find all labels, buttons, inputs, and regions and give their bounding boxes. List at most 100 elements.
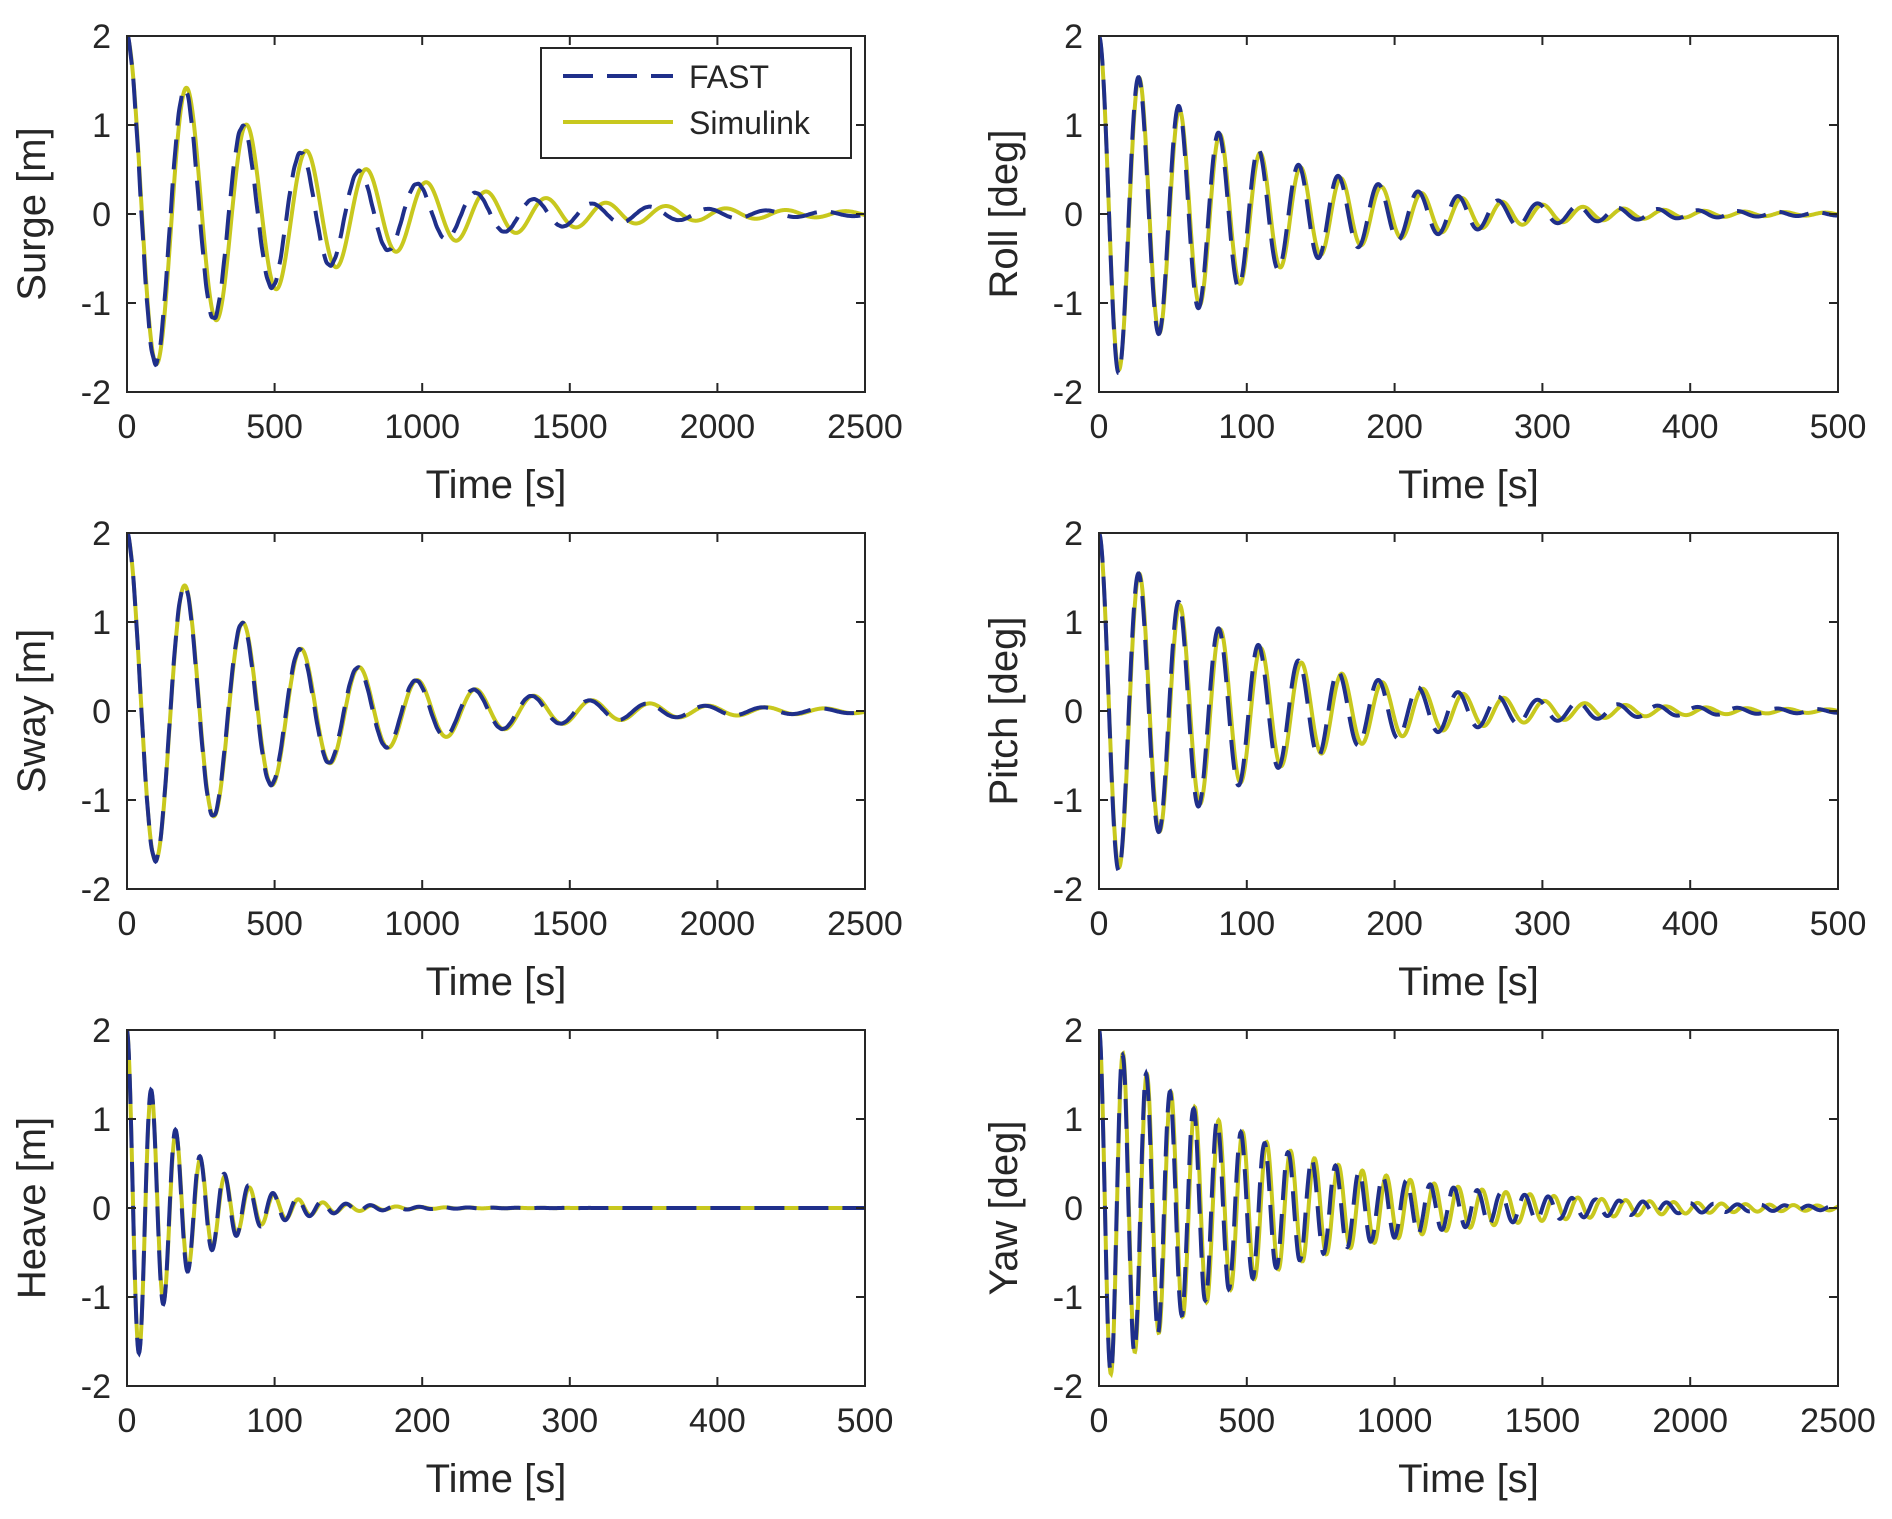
panel-heave: 0 100 200 300 400 500 -2 -1 0 1 2 Time [s] Heave [m] <box>10 1012 893 1501</box>
y-tick-label: 0 <box>92 196 111 234</box>
panel-yaw: 0 500 1000 1500 2000 2500 -2 -1 0 1 2 Time [s] Yaw [… <box>982 1012 1876 1501</box>
legend-label-fast: FAST <box>689 59 769 95</box>
y-tick-label: 1 <box>92 1101 111 1139</box>
x-axis-label: Time [s] <box>426 1457 567 1501</box>
y-axis-label: Roll [deg] <box>982 130 1026 299</box>
y-tick-label: -2 <box>81 374 111 412</box>
x-tick-label: 500 <box>246 408 303 446</box>
y-tick-label: 1 <box>1064 107 1083 145</box>
y-tick-label: -1 <box>1053 285 1083 323</box>
x-tick-label: 100 <box>1218 408 1275 446</box>
y-tick-label: -2 <box>1053 1368 1083 1406</box>
y-tick-label: -1 <box>1053 1279 1083 1317</box>
x-tick-label: 0 <box>118 408 137 446</box>
x-tick-label: 2500 <box>827 905 903 943</box>
x-tick-label: 400 <box>1662 408 1719 446</box>
series-fast-pitch <box>1099 533 1838 873</box>
x-tick-label: 500 <box>1218 1402 1275 1440</box>
y-tick-label: 0 <box>92 693 111 731</box>
series-simulink-sway <box>127 533 865 863</box>
y-axis-label: Pitch [deg] <box>982 616 1026 805</box>
y-tick-label: 2 <box>92 18 111 56</box>
y-tick-label: 2 <box>92 1012 111 1050</box>
x-tick-label: 400 <box>1662 905 1719 943</box>
x-tick-label: 0 <box>1090 1402 1109 1440</box>
y-tick-label: 1 <box>1064 604 1083 642</box>
legend: FAST Simulink <box>540 47 852 159</box>
y-tick-label: 2 <box>92 515 111 553</box>
series-simulink-yaw <box>1099 1030 1838 1379</box>
y-axis-label: Surge [m] <box>10 127 54 300</box>
x-tick-label: 200 <box>394 1402 451 1440</box>
y-tick-label: 2 <box>1064 18 1083 56</box>
panel-roll: 0 100 200 300 400 500 -2 -1 0 1 2 Time [s] Roll [deg… <box>982 18 1866 507</box>
y-tick-label: -2 <box>1053 374 1083 412</box>
x-tick-label: 0 <box>1090 408 1109 446</box>
x-tick-label: 0 <box>118 1402 137 1440</box>
x-tick-label: 1000 <box>384 408 460 446</box>
panel-surge: 0 500 1000 1500 2000 2500 -2 -1 0 1 2 Time [s] Surge… <box>10 18 903 507</box>
x-tick-label: 1500 <box>532 905 608 943</box>
x-tick-label: 500 <box>837 1402 894 1440</box>
series-simulink-heave <box>127 1030 865 1357</box>
x-tick-label: 200 <box>1366 408 1423 446</box>
legend-box <box>540 47 852 159</box>
series-simulink-surge <box>127 36 865 367</box>
y-tick-label: 2 <box>1064 515 1083 553</box>
y-tick-label: -2 <box>81 871 111 909</box>
x-tick-label: 0 <box>118 905 137 943</box>
series-fast-heave <box>127 1030 865 1358</box>
y-tick-label: 1 <box>92 604 111 642</box>
legend-label-simulink: Simulink <box>689 105 811 141</box>
series-fast-yaw <box>1099 1030 1838 1376</box>
x-axis-label: Time [s] <box>1398 1457 1539 1501</box>
y-tick-label: 0 <box>1064 196 1083 234</box>
y-tick-label: -1 <box>81 782 111 820</box>
y-tick-label: -1 <box>81 285 111 323</box>
series-fast-sway <box>127 533 865 865</box>
y-tick-label: -2 <box>81 1368 111 1406</box>
y-tick-label: 1 <box>1064 1101 1083 1139</box>
x-tick-label: 300 <box>1514 905 1571 943</box>
x-tick-label: 2500 <box>1800 1402 1876 1440</box>
y-tick-label: -1 <box>1053 782 1083 820</box>
series-fast-roll <box>1099 36 1838 376</box>
x-tick-label: 500 <box>1810 905 1867 943</box>
y-axis-label: Heave [m] <box>10 1117 54 1299</box>
x-tick-label: 1500 <box>1505 1402 1581 1440</box>
x-tick-label: 0 <box>1090 905 1109 943</box>
x-axis-label: Time [s] <box>426 960 567 1004</box>
y-axis-label: Yaw [deg] <box>982 1121 1026 1296</box>
x-tick-label: 300 <box>1514 408 1571 446</box>
x-tick-label: 2000 <box>680 905 756 943</box>
x-tick-label: 2000 <box>1652 1402 1728 1440</box>
y-tick-label: 2 <box>1064 1012 1083 1050</box>
y-tick-label: -1 <box>81 1279 111 1317</box>
x-axis-label: Time [s] <box>1398 960 1539 1004</box>
y-tick-label: 1 <box>92 107 111 145</box>
series-simulink-pitch <box>1099 533 1838 870</box>
x-axis-label: Time [s] <box>426 463 567 507</box>
x-tick-label: 2000 <box>680 408 756 446</box>
y-tick-label: 0 <box>1064 693 1083 731</box>
panel-pitch: 0 100 200 300 400 500 -2 -1 0 1 2 Time [s] Pitch [de… <box>982 515 1866 1004</box>
y-tick-label: 0 <box>1064 1190 1083 1228</box>
y-axis-label: Sway [m] <box>10 629 54 793</box>
series-fast-surge <box>127 36 865 368</box>
x-tick-label: 2500 <box>827 408 903 446</box>
x-tick-label: 100 <box>1218 905 1275 943</box>
y-tick-label: -2 <box>1053 871 1083 909</box>
x-tick-label: 1500 <box>532 408 608 446</box>
panel-sway: 0 500 1000 1500 2000 2500 -2 -1 0 1 2 Time [s] Sway … <box>10 515 903 1004</box>
x-tick-label: 300 <box>541 1402 598 1440</box>
x-tick-label: 200 <box>1366 905 1423 943</box>
x-tick-label: 500 <box>1810 408 1867 446</box>
x-tick-label: 100 <box>246 1402 303 1440</box>
y-tick-label: 0 <box>92 1190 111 1228</box>
x-tick-label: 500 <box>246 905 303 943</box>
x-axis-label: Time [s] <box>1398 463 1539 507</box>
x-tick-label: 1000 <box>1357 1402 1433 1440</box>
x-tick-label: 400 <box>689 1402 746 1440</box>
x-tick-label: 1000 <box>384 905 460 943</box>
